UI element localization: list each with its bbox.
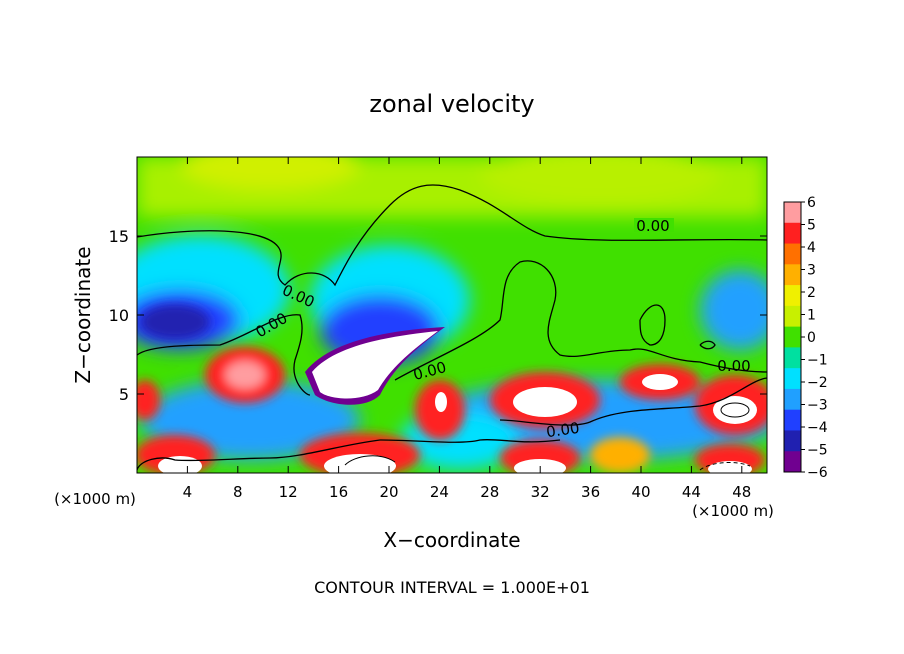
colorbar-swatch — [784, 409, 801, 431]
colorbar-swatch — [784, 305, 801, 328]
contour-label-6: 0.00 — [545, 419, 581, 441]
x-axis-title: X−coordinate — [383, 528, 520, 552]
colorbar-tick-label: −4 — [807, 420, 828, 436]
contour-labels: 0.00 0.00 0.00 0.00 0.00 0.00 — [253, 217, 751, 441]
colorbar-tick-label: 4 — [807, 240, 816, 256]
colorbar-swatch — [784, 285, 801, 307]
x-unit-label-left: (×1000 m) — [54, 490, 136, 508]
y-axis-title: Z−coordinate — [71, 246, 95, 383]
colorbar: 6 5 4 3 2 1 0 −1 −2 −3 −4 −5 −6 — [783, 195, 828, 481]
colorbar-tick-label: −5 — [807, 443, 828, 459]
x-tick-label: 4 — [183, 483, 193, 501]
colorbar-tick-label: 6 — [807, 195, 816, 211]
x-tick-label: 28 — [480, 483, 499, 501]
colorbar-swatch — [784, 388, 801, 411]
x-tick-label: 44 — [682, 483, 701, 501]
colorbar-tick-label: 3 — [807, 263, 816, 279]
colorbar-swatch — [784, 243, 801, 265]
heatmap-field — [137, 157, 767, 473]
colorbar-swatch — [784, 264, 801, 286]
contour-lines — [137, 184, 767, 471]
colorbar-swatch — [784, 451, 801, 473]
colorbar-tick-label: 2 — [807, 285, 816, 301]
colorbar-tick-label: −2 — [807, 375, 828, 391]
colorbar-swatch — [784, 202, 801, 224]
colorbar-swatch — [784, 222, 801, 245]
x-tick-label: 20 — [379, 483, 398, 501]
x-tick-label: 40 — [631, 483, 650, 501]
x-tick-label: 16 — [329, 483, 348, 501]
colorbar-tick-label: −3 — [807, 398, 828, 414]
colorbar-tick-label: −6 — [807, 465, 828, 481]
colorbar-tick-label: 1 — [807, 308, 816, 324]
y-tick-label: 15 — [109, 227, 129, 246]
colorbar-tick-label: 0 — [807, 330, 816, 346]
contour-label-1: 0.00 — [636, 217, 669, 235]
contour-interval-footer: CONTOUR INTERVAL = 1.000E+01 — [314, 578, 590, 597]
colorbar-swatch — [784, 430, 801, 452]
x-tick-label: 36 — [581, 483, 600, 501]
contour-label-5: 0.00 — [717, 357, 750, 375]
y-axis: 5 10 15 — [109, 227, 767, 404]
y-tick-label: 10 — [109, 306, 129, 325]
x-unit-label-right: (×1000 m) — [692, 502, 774, 520]
colorbar-tick-label: 5 — [807, 218, 816, 234]
x-tick-label: 48 — [732, 483, 751, 501]
x-tick-label: 24 — [430, 483, 449, 501]
y-tick-label: 5 — [119, 385, 129, 404]
colorbar-tick-label: −1 — [807, 353, 828, 369]
colorbar-swatch — [784, 326, 801, 348]
colorbar-swatch — [784, 368, 801, 390]
x-tick-label: 32 — [531, 483, 550, 501]
x-tick-label: 12 — [279, 483, 298, 501]
chart-title: zonal velocity — [369, 90, 534, 118]
x-tick-label: 8 — [233, 483, 243, 501]
colorbar-swatch — [784, 347, 801, 369]
x-axis: 4 8 12 16 20 24 28 32 36 40 44 48 — [183, 157, 751, 501]
